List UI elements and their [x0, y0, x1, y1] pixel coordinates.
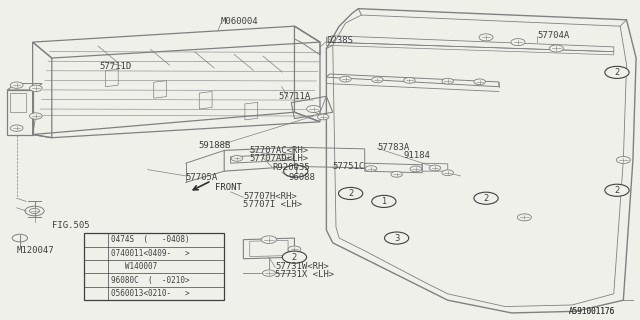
- Text: 57705A: 57705A: [186, 173, 218, 182]
- Circle shape: [317, 114, 329, 120]
- Circle shape: [29, 208, 40, 213]
- Text: 3: 3: [394, 234, 399, 243]
- Text: M060004: M060004: [221, 17, 259, 26]
- Text: FIG.505: FIG.505: [52, 221, 90, 230]
- Circle shape: [86, 275, 106, 285]
- Circle shape: [288, 246, 301, 252]
- Circle shape: [261, 236, 276, 244]
- Circle shape: [474, 79, 485, 85]
- Circle shape: [262, 270, 275, 276]
- Circle shape: [10, 125, 23, 131]
- Circle shape: [339, 188, 363, 199]
- Text: 57783A: 57783A: [378, 143, 410, 152]
- Circle shape: [404, 77, 415, 83]
- Text: 57711A: 57711A: [278, 92, 311, 101]
- Circle shape: [199, 276, 223, 289]
- Text: FRONT: FRONT: [214, 183, 241, 192]
- Circle shape: [517, 214, 531, 221]
- Text: 57751C: 57751C: [333, 162, 365, 171]
- Text: 57731W<RH>: 57731W<RH>: [275, 262, 329, 271]
- Circle shape: [511, 39, 525, 46]
- Text: 0560013<0210-   >: 0560013<0210- >: [111, 289, 190, 298]
- Circle shape: [10, 82, 23, 88]
- Text: 57711D: 57711D: [100, 61, 132, 70]
- Text: 96080C  (  -0210>: 96080C ( -0210>: [111, 276, 190, 284]
- Circle shape: [282, 251, 307, 263]
- Text: 57707H<RH>: 57707H<RH>: [243, 192, 297, 201]
- Text: 57707AC<RH>: 57707AC<RH>: [250, 146, 309, 155]
- Text: 3: 3: [93, 276, 99, 284]
- Text: 57707I <LH>: 57707I <LH>: [243, 200, 303, 209]
- Circle shape: [391, 172, 403, 177]
- Text: 91184: 91184: [403, 151, 430, 160]
- Circle shape: [307, 106, 321, 113]
- Circle shape: [442, 170, 454, 176]
- Circle shape: [442, 78, 454, 84]
- Circle shape: [385, 232, 409, 244]
- Text: M120047: M120047: [17, 246, 54, 255]
- Circle shape: [474, 192, 498, 204]
- Circle shape: [610, 67, 624, 74]
- Text: 0740011<0409-   >: 0740011<0409- >: [111, 249, 190, 258]
- Text: 2: 2: [292, 253, 297, 262]
- Circle shape: [86, 235, 106, 245]
- Text: A591001176: A591001176: [569, 307, 615, 316]
- Circle shape: [365, 166, 377, 172]
- Circle shape: [479, 34, 493, 41]
- Circle shape: [86, 248, 106, 259]
- Text: 1: 1: [93, 249, 98, 258]
- Text: 57731X <LH>: 57731X <LH>: [275, 270, 335, 279]
- Circle shape: [231, 156, 243, 161]
- Text: R920035: R920035: [272, 164, 310, 172]
- Circle shape: [29, 113, 42, 119]
- Text: 1: 1: [381, 197, 387, 206]
- Circle shape: [549, 45, 563, 52]
- Text: 2: 2: [483, 194, 489, 203]
- Circle shape: [342, 190, 356, 197]
- Text: 57704A: 57704A: [537, 31, 570, 40]
- Circle shape: [390, 235, 404, 242]
- Circle shape: [605, 66, 629, 78]
- Text: 1: 1: [93, 236, 98, 244]
- Text: 1: 1: [293, 167, 298, 176]
- Circle shape: [204, 279, 218, 286]
- Text: W140007: W140007: [111, 262, 157, 271]
- Circle shape: [29, 85, 42, 92]
- Text: 2: 2: [93, 262, 98, 271]
- Text: 2: 2: [614, 68, 620, 77]
- Text: A591001176: A591001176: [569, 307, 615, 316]
- Circle shape: [429, 165, 441, 171]
- Text: 57707AD<LH>: 57707AD<LH>: [250, 154, 309, 163]
- Text: 0474S  (   -0408): 0474S ( -0408): [111, 236, 190, 244]
- Circle shape: [479, 195, 493, 202]
- Circle shape: [282, 154, 294, 160]
- Circle shape: [616, 156, 630, 164]
- Text: 3: 3: [93, 289, 99, 298]
- Circle shape: [372, 196, 396, 207]
- Text: 2: 2: [209, 278, 214, 287]
- Text: 2: 2: [348, 189, 353, 198]
- Circle shape: [605, 184, 629, 196]
- Text: 0238S: 0238S: [326, 36, 353, 45]
- Circle shape: [284, 165, 308, 177]
- Text: 59188B: 59188B: [198, 141, 231, 150]
- Circle shape: [340, 76, 351, 82]
- Circle shape: [410, 166, 422, 172]
- Text: 96088: 96088: [288, 173, 315, 182]
- Circle shape: [372, 77, 383, 83]
- Circle shape: [86, 262, 106, 272]
- FancyBboxPatch shape: [84, 233, 224, 300]
- Text: 2: 2: [614, 186, 620, 195]
- Circle shape: [610, 188, 624, 196]
- Circle shape: [86, 288, 106, 299]
